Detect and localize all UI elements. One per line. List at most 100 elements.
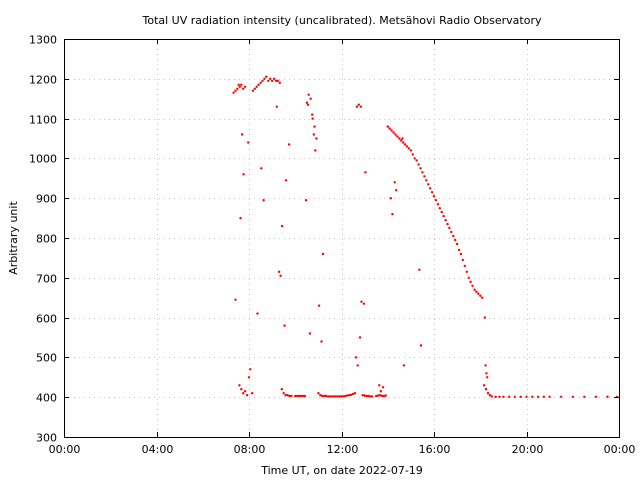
data-point [494, 395, 497, 398]
data-point [311, 117, 314, 120]
data-point [471, 284, 474, 287]
data-point [346, 394, 349, 397]
data-point [263, 77, 266, 81]
data-point [378, 394, 382, 397]
data-point [457, 248, 461, 252]
axis-ticks [64, 39, 620, 438]
data-point [455, 242, 459, 246]
data-point [334, 395, 337, 398]
data-point [247, 376, 251, 379]
data-point [434, 199, 438, 202]
data-point [379, 390, 382, 393]
data-point [461, 258, 465, 262]
data-point [344, 394, 347, 398]
data-point [294, 394, 297, 398]
data-point [315, 137, 318, 140]
data-point [536, 395, 540, 398]
x-tick-label: 08:00 [234, 443, 266, 456]
x-tick-label: 20:00 [512, 443, 544, 456]
data-point [421, 171, 424, 174]
data-point [402, 364, 406, 367]
data-point [364, 171, 367, 174]
data-point [242, 392, 245, 395]
data-point [276, 79, 280, 83]
y-tick-label: 800 [36, 233, 57, 246]
data-point [398, 137, 401, 140]
data-point [446, 222, 449, 226]
data-point [419, 344, 423, 347]
data-point [560, 395, 563, 398]
data-point [361, 394, 364, 397]
data-point [313, 125, 316, 128]
data-point [236, 87, 239, 91]
data-point [326, 395, 330, 398]
data-point [311, 113, 314, 116]
data-point [290, 394, 293, 398]
data-point [348, 394, 351, 397]
data-point [262, 199, 265, 202]
data-point [324, 394, 328, 398]
data-point [531, 395, 534, 398]
data-point [363, 394, 366, 397]
data-point [321, 394, 324, 398]
data-point [403, 143, 407, 146]
data-point [358, 336, 362, 339]
data-point [309, 97, 312, 100]
data-point [409, 149, 413, 152]
data-point [321, 252, 325, 256]
data-point [390, 129, 393, 132]
data-point [513, 395, 517, 398]
data-point [340, 395, 343, 398]
data-point [255, 85, 258, 89]
data-point [395, 189, 398, 192]
data-point [238, 384, 241, 387]
data-point [428, 187, 432, 190]
data-point [351, 392, 355, 396]
data-point [448, 226, 451, 230]
data-point [338, 395, 341, 398]
data-point [253, 87, 256, 91]
data-point [450, 230, 453, 234]
data-point [488, 394, 492, 397]
x-tick-label: 16:00 [419, 443, 451, 456]
data-point [380, 394, 384, 398]
data-point [401, 137, 404, 140]
y-tick-label: 700 [36, 273, 57, 286]
data-point [388, 127, 391, 130]
data-point [282, 392, 285, 395]
data-point [375, 394, 378, 398]
data-point [272, 77, 276, 81]
data-point [571, 395, 574, 398]
data-point [328, 395, 332, 398]
data-point [479, 294, 482, 297]
data-point [243, 390, 247, 393]
data-point [442, 214, 445, 218]
data-point [357, 103, 360, 106]
data-point [519, 395, 522, 398]
grid [64, 39, 619, 437]
data-point [359, 105, 362, 108]
data-point [274, 79, 278, 83]
data-point [484, 388, 488, 391]
data-point [332, 395, 335, 398]
data-point [237, 83, 240, 87]
data-point [473, 288, 476, 291]
data-point [296, 394, 299, 398]
data-point [418, 268, 421, 271]
chart-title: Total UV radiation intensity (uncalibrat… [142, 14, 542, 27]
data-point [459, 252, 463, 256]
data-point [508, 395, 511, 398]
y-tick-label: 300 [36, 432, 57, 445]
data-point [257, 83, 260, 87]
data-point [342, 395, 345, 398]
data-point [304, 199, 308, 202]
data-point [299, 394, 303, 398]
data-point [606, 395, 609, 398]
y-tick-label: 900 [36, 193, 57, 206]
data-point [301, 394, 305, 398]
data-point [234, 298, 237, 301]
data-point [365, 394, 368, 398]
data-point [245, 394, 249, 397]
data-point [356, 364, 359, 367]
